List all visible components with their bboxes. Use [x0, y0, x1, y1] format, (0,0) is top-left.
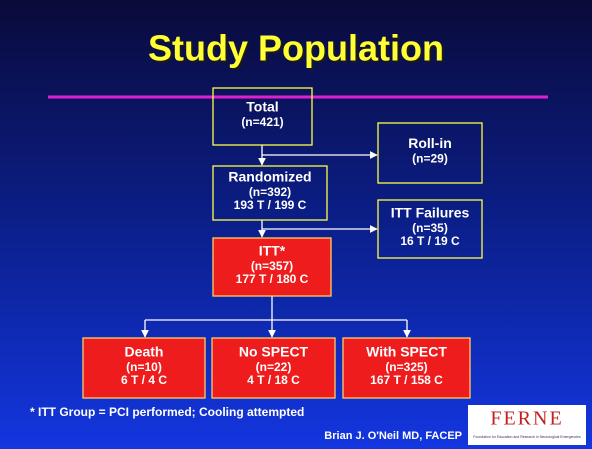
- node: ITT*(n=357)177 T / 180 C: [212, 237, 332, 297]
- node: No SPECT(n=22)4 T / 18 C: [211, 337, 336, 399]
- node-detail: (n=421): [241, 115, 283, 129]
- node-label: Randomized: [228, 169, 311, 185]
- logo-name: FERNE: [490, 408, 563, 430]
- node: Roll-in(n=29): [377, 122, 483, 184]
- node-label: No SPECT: [239, 344, 309, 360]
- node-detail: (n=22): [256, 360, 292, 374]
- node-detail: (n=35): [412, 221, 448, 235]
- node-box: [211, 337, 336, 399]
- node-detail: 193 T / 199 C: [234, 198, 307, 212]
- node-box: [212, 237, 332, 297]
- node-label: Roll-in: [408, 135, 452, 151]
- title-shadow: Study Population: [150, 30, 446, 71]
- node-box: [212, 87, 313, 146]
- node-detail: 6 T / 4 C: [121, 373, 167, 387]
- node: Randomized(n=392)193 T / 199 C: [212, 165, 328, 221]
- node-label: With SPECT: [366, 344, 447, 360]
- node: Total(n=421): [212, 87, 313, 146]
- author: Brian J. O'Neil MD, FACEP: [324, 430, 462, 442]
- node-detail: (n=10): [126, 360, 162, 374]
- node-box: [377, 199, 483, 259]
- node-box: [82, 337, 206, 399]
- node: ITT Failures(n=35)16 T / 19 C: [377, 199, 483, 259]
- title: Study Population: [148, 28, 444, 69]
- node-detail: 4 T / 18 C: [247, 373, 300, 387]
- logo-tagline: Foundation for Education and Research in…: [473, 435, 581, 439]
- node-label: ITT*: [259, 243, 286, 259]
- connectors: [141, 145, 411, 338]
- node-box: [377, 122, 483, 184]
- node-label: Total: [246, 99, 278, 115]
- node-box: [342, 337, 471, 399]
- node-detail: (n=29): [412, 152, 448, 166]
- node-box: [212, 165, 328, 221]
- node: Death(n=10)6 T / 4 C: [82, 337, 206, 399]
- node-detail: 167 T / 158 C: [370, 373, 443, 387]
- logo-box: [468, 405, 586, 445]
- node-detail: 16 T / 19 C: [400, 234, 460, 248]
- node: With SPECT(n=325)167 T / 158 C: [342, 337, 471, 399]
- node-label: Death: [125, 344, 164, 360]
- node-detail: 177 T / 180 C: [236, 272, 309, 286]
- node-label: ITT Failures: [391, 205, 470, 221]
- node-detail: (n=325): [385, 360, 427, 374]
- footnote: * ITT Group = PCI performed; Cooling att…: [30, 405, 304, 419]
- node-detail: (n=357): [251, 259, 293, 273]
- node-detail: (n=392): [249, 185, 291, 199]
